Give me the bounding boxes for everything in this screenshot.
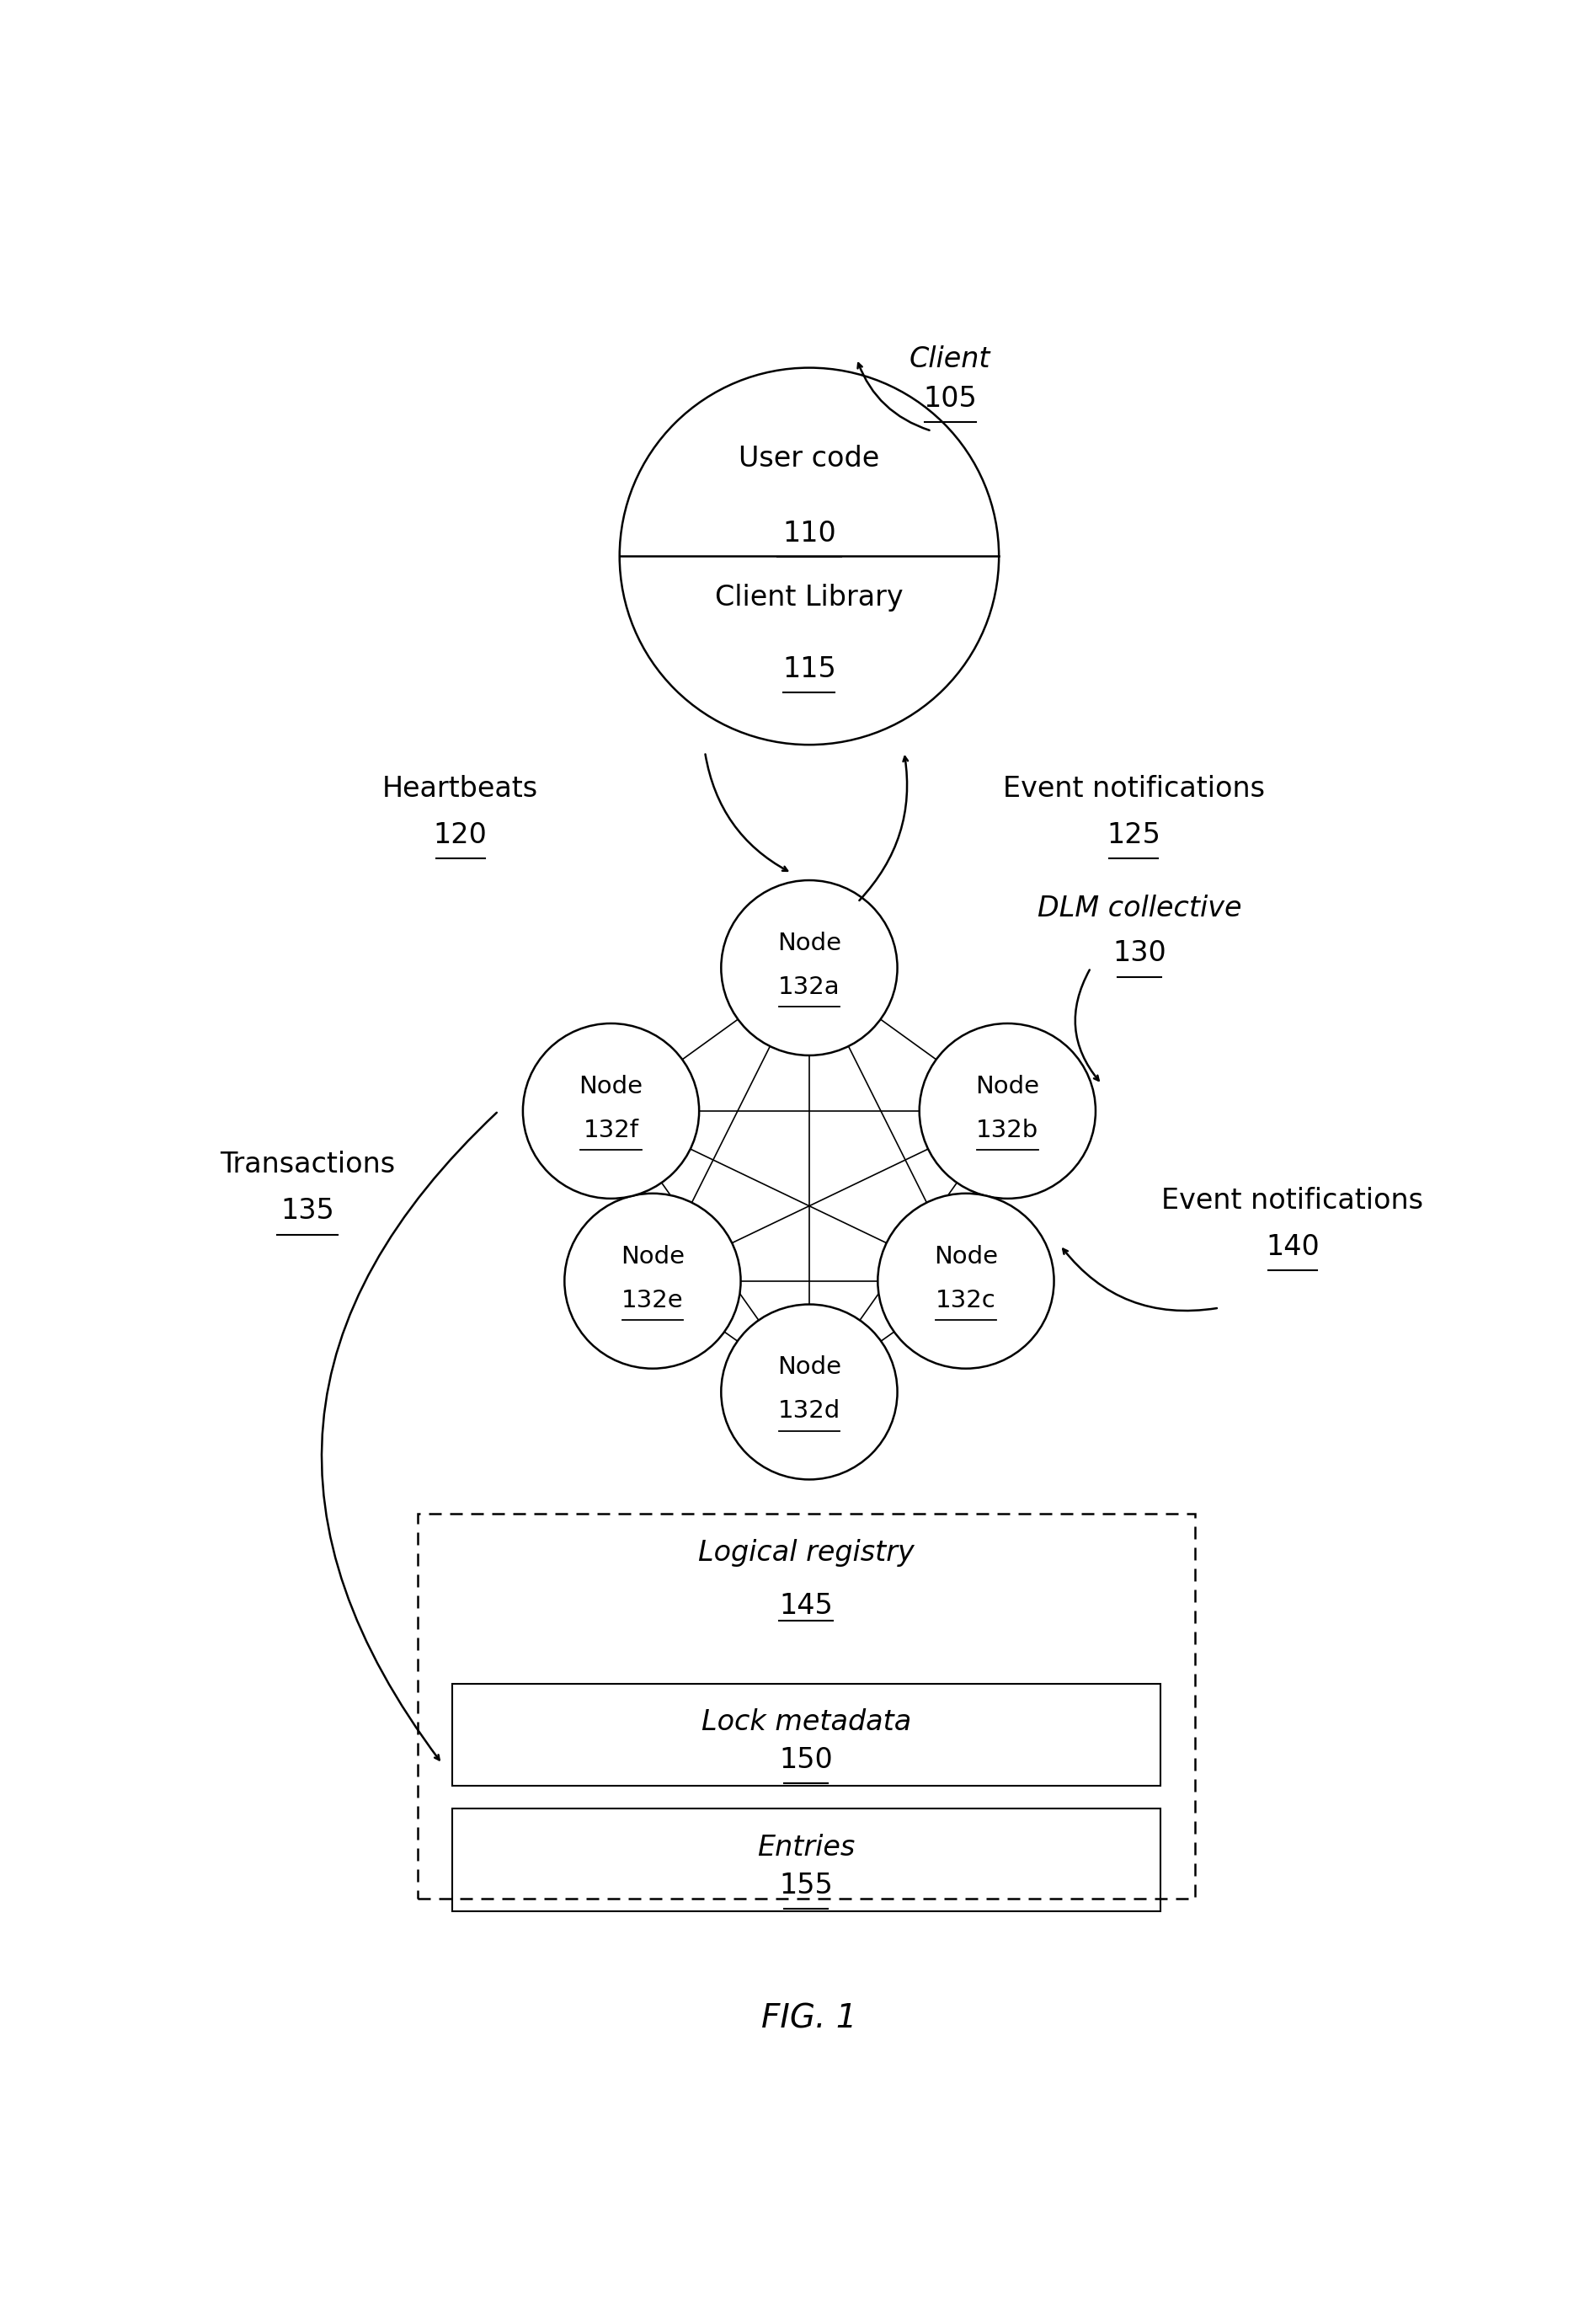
Text: 140: 140 [1266,1234,1320,1262]
Text: 132e: 132e [622,1287,684,1313]
Ellipse shape [523,1023,699,1199]
Ellipse shape [722,1304,897,1480]
Text: User code: User code [739,444,880,472]
Text: 132b: 132b [976,1118,1039,1141]
Text: Entries: Entries [758,1834,856,1862]
Text: Node: Node [933,1246,998,1269]
Text: 135: 135 [281,1197,335,1225]
Text: Node: Node [621,1246,685,1269]
Text: 130: 130 [1113,939,1167,967]
Text: Heartbeats: Heartbeats [382,774,538,802]
Text: Lock metadata: Lock metadata [701,1708,911,1736]
Text: Node: Node [777,1355,842,1378]
Text: Logical registry: Logical registry [698,1538,914,1566]
Text: Event notifications: Event notifications [1162,1188,1424,1215]
Text: 110: 110 [783,521,837,548]
Text: Node: Node [976,1074,1039,1099]
Text: Client Library: Client Library [715,583,903,611]
Ellipse shape [565,1195,741,1369]
Ellipse shape [919,1023,1096,1199]
Ellipse shape [722,881,897,1055]
Text: Event notifications: Event notifications [1003,774,1265,802]
Ellipse shape [878,1195,1055,1369]
Text: 115: 115 [783,655,837,683]
Text: 132f: 132f [583,1118,639,1141]
Text: 105: 105 [924,386,977,414]
Text: 132c: 132c [936,1287,996,1313]
Text: 132d: 132d [778,1399,840,1422]
Text: 145: 145 [780,1592,834,1620]
Text: DLM collective: DLM collective [1037,895,1241,923]
Text: Client: Client [910,346,990,374]
Text: Node: Node [777,932,842,955]
Text: Node: Node [579,1074,643,1099]
Text: 155: 155 [780,1871,834,1899]
Text: FIG. 1: FIG. 1 [761,2003,857,2034]
Text: 132a: 132a [778,976,840,999]
Text: Transactions: Transactions [219,1150,395,1178]
Text: 125: 125 [1107,820,1161,848]
Text: 120: 120 [434,820,488,848]
Text: 150: 150 [780,1745,834,1773]
